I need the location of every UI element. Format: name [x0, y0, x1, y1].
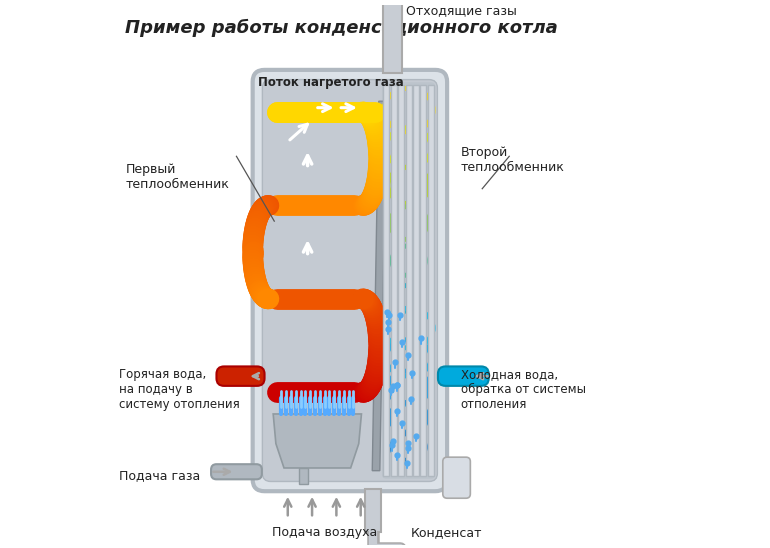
Text: Первый
теплообменник: Первый теплообменник	[126, 163, 229, 191]
Bar	[406, 85, 412, 476]
Text: Подача воздуха: Подача воздуха	[272, 526, 377, 539]
FancyBboxPatch shape	[438, 367, 489, 386]
Bar	[383, 0, 403, 72]
Bar	[428, 85, 434, 476]
FancyBboxPatch shape	[253, 70, 447, 491]
FancyBboxPatch shape	[263, 79, 437, 482]
FancyBboxPatch shape	[216, 367, 265, 386]
Text: Отходящие газы: Отходящие газы	[406, 4, 517, 17]
FancyBboxPatch shape	[211, 464, 262, 480]
Bar	[383, 85, 390, 476]
Bar	[299, 468, 307, 484]
Text: Пример работы конденсационного котла: Пример работы конденсационного котла	[125, 19, 557, 37]
Bar	[413, 85, 419, 476]
Polygon shape	[273, 414, 361, 468]
Bar	[398, 85, 404, 476]
Polygon shape	[372, 101, 387, 471]
Bar	[365, 488, 381, 532]
Text: Подача газа: Подача газа	[119, 469, 200, 482]
FancyBboxPatch shape	[443, 457, 470, 498]
Text: Второй
теплообменник: Второй теплообменник	[460, 146, 564, 174]
Text: Поток нагретого газа: Поток нагретого газа	[258, 76, 403, 89]
Text: Холодная вода,
обратка от системы
отполения: Холодная вода, обратка от системы отполе…	[460, 368, 586, 411]
FancyBboxPatch shape	[382, 82, 435, 479]
Bar	[420, 85, 427, 476]
Text: Горячая вода,
на подачу в
систему отопления: Горячая вода, на подачу в систему отопле…	[119, 368, 240, 411]
Bar	[391, 85, 397, 476]
Text: Конденсат: Конденсат	[411, 526, 483, 539]
